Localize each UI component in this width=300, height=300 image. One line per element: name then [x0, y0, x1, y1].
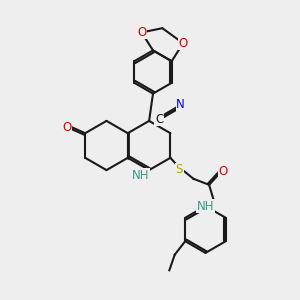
Text: O: O: [219, 165, 228, 178]
Text: NH: NH: [132, 169, 149, 182]
Text: O: O: [63, 121, 72, 134]
Text: O: O: [137, 26, 146, 39]
Text: S: S: [176, 163, 183, 176]
Text: O: O: [178, 37, 188, 50]
Text: NH: NH: [196, 200, 214, 213]
Text: N: N: [176, 98, 185, 111]
Text: C: C: [155, 113, 163, 126]
